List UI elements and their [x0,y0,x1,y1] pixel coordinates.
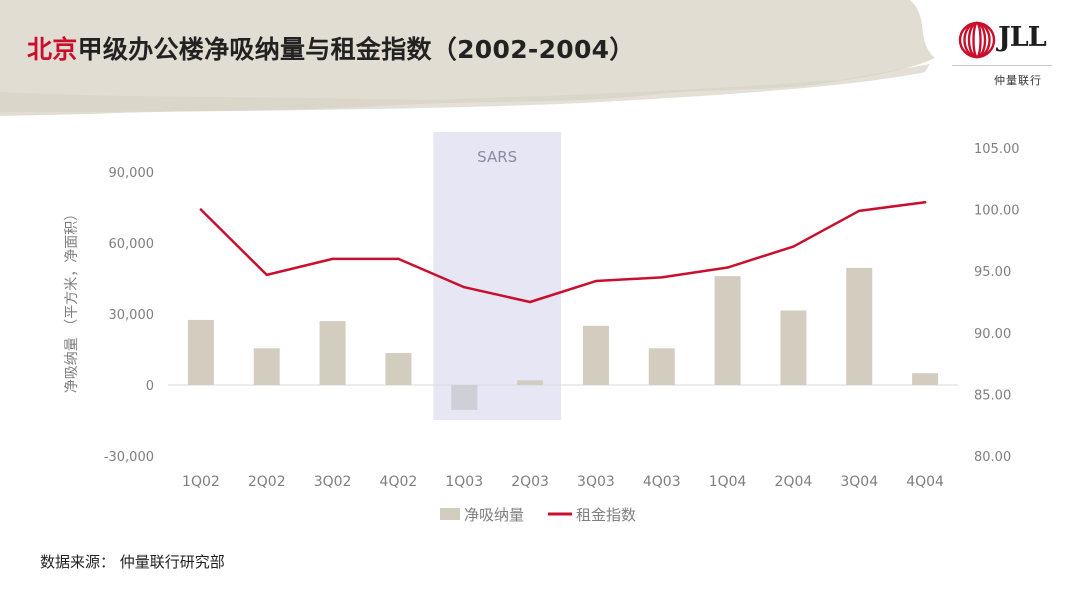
sars-label: SARS [477,148,517,166]
y-right-tick-label: 90.00 [974,327,1011,342]
x-tick-label: 4Q03 [643,474,681,490]
y-left-axis-title: 净吸纳量 （平方米，净面积） [64,207,80,393]
line-point-1Q03 [463,286,466,289]
line-point-4Q03 [660,276,663,279]
logo-wordmark: JLL [998,22,1047,53]
bar-3Q03 [582,325,609,385]
x-tick-label: 3Q02 [314,474,352,490]
bar-2Q02 [253,348,280,385]
bar-2Q04 [780,310,807,385]
legend: 净吸纳量 租金指数 [440,506,636,524]
line-point-4Q02 [397,257,400,261]
bar-1Q03 [451,385,478,410]
jll-logo: JLL 仲量联行 [952,15,1062,95]
line-point-3Q02 [331,257,334,261]
legend-bar-label: 净吸纳量 [464,506,524,524]
title-main: 甲级办公楼净吸纳量与租金指数（2002-2004） [77,35,635,64]
bar-series [187,267,939,410]
bar-3Q04 [846,267,873,385]
line-point-3Q03 [594,279,598,283]
x-tick-label: 4Q02 [380,474,418,490]
bar-4Q03 [648,348,675,385]
sars-annotation: SARS [433,132,561,420]
line-point-4Q04 [923,201,927,204]
rent-index-line [199,200,927,304]
line-point-1Q02 [199,208,203,211]
y-left-tick-label: -30,000 [104,450,154,465]
x-tick-label: 2Q04 [775,474,813,490]
brush-stroke-banner [0,0,935,116]
bar-3Q02 [319,321,346,385]
x-tick-label: 3Q03 [577,474,615,490]
y-left-tick-label: 60,000 [109,237,155,252]
jll-logo-mark-icon [958,21,996,59]
y-left-tick-label: 90,000 [109,166,155,181]
bar-2Q03 [517,380,544,385]
legend-bar-swatch [440,508,460,520]
line-point-2Q02 [265,273,268,277]
x-tick-label: 3Q04 [840,474,878,490]
line-point-3Q04 [858,209,861,213]
x-tick-label: 1Q03 [445,474,483,490]
y-left-tick-label: 0 [146,379,154,394]
bar-4Q04 [912,373,939,385]
page-title: 北京甲级办公楼净吸纳量与租金指数（2002-2004） [27,30,635,66]
x-tick-label: 1Q02 [182,474,220,490]
bar-4Q02 [385,353,412,385]
line-point-2Q04 [792,245,795,248]
logo-divider [952,65,1052,66]
x-tick-label: 4Q04 [906,474,944,490]
title-accent: 北京 [27,35,78,64]
sars-band [433,132,561,420]
x-tick-label: 2Q03 [511,474,549,490]
bar-1Q02 [187,319,214,385]
y-right-tick-label: 100.00 [974,204,1020,219]
x-tick-label: 2Q02 [248,474,286,490]
line-point-1Q04 [726,266,729,269]
line-series [199,200,927,304]
axes: 90,000 60,000 30,000 0 -30,000 105.00 100.00 95… [64,142,1020,490]
logo-subtitle: 仲量联行 [994,74,1042,87]
y-right-tick-label: 85.00 [974,388,1011,403]
bar-1Q04 [714,276,741,385]
legend-line-label: 租金指数 [576,506,636,524]
x-tick-label: 1Q04 [709,474,747,490]
line-point-2Q03 [528,300,532,304]
y-right-tick-label: 80.00 [974,450,1011,465]
y-right-tick-label: 105.00 [974,142,1020,157]
y-left-tick-label: 30,000 [109,308,155,323]
y-right-tick-label: 95.00 [974,265,1011,280]
source-note: 数据来源： 仲量联行研究部 [40,553,225,571]
